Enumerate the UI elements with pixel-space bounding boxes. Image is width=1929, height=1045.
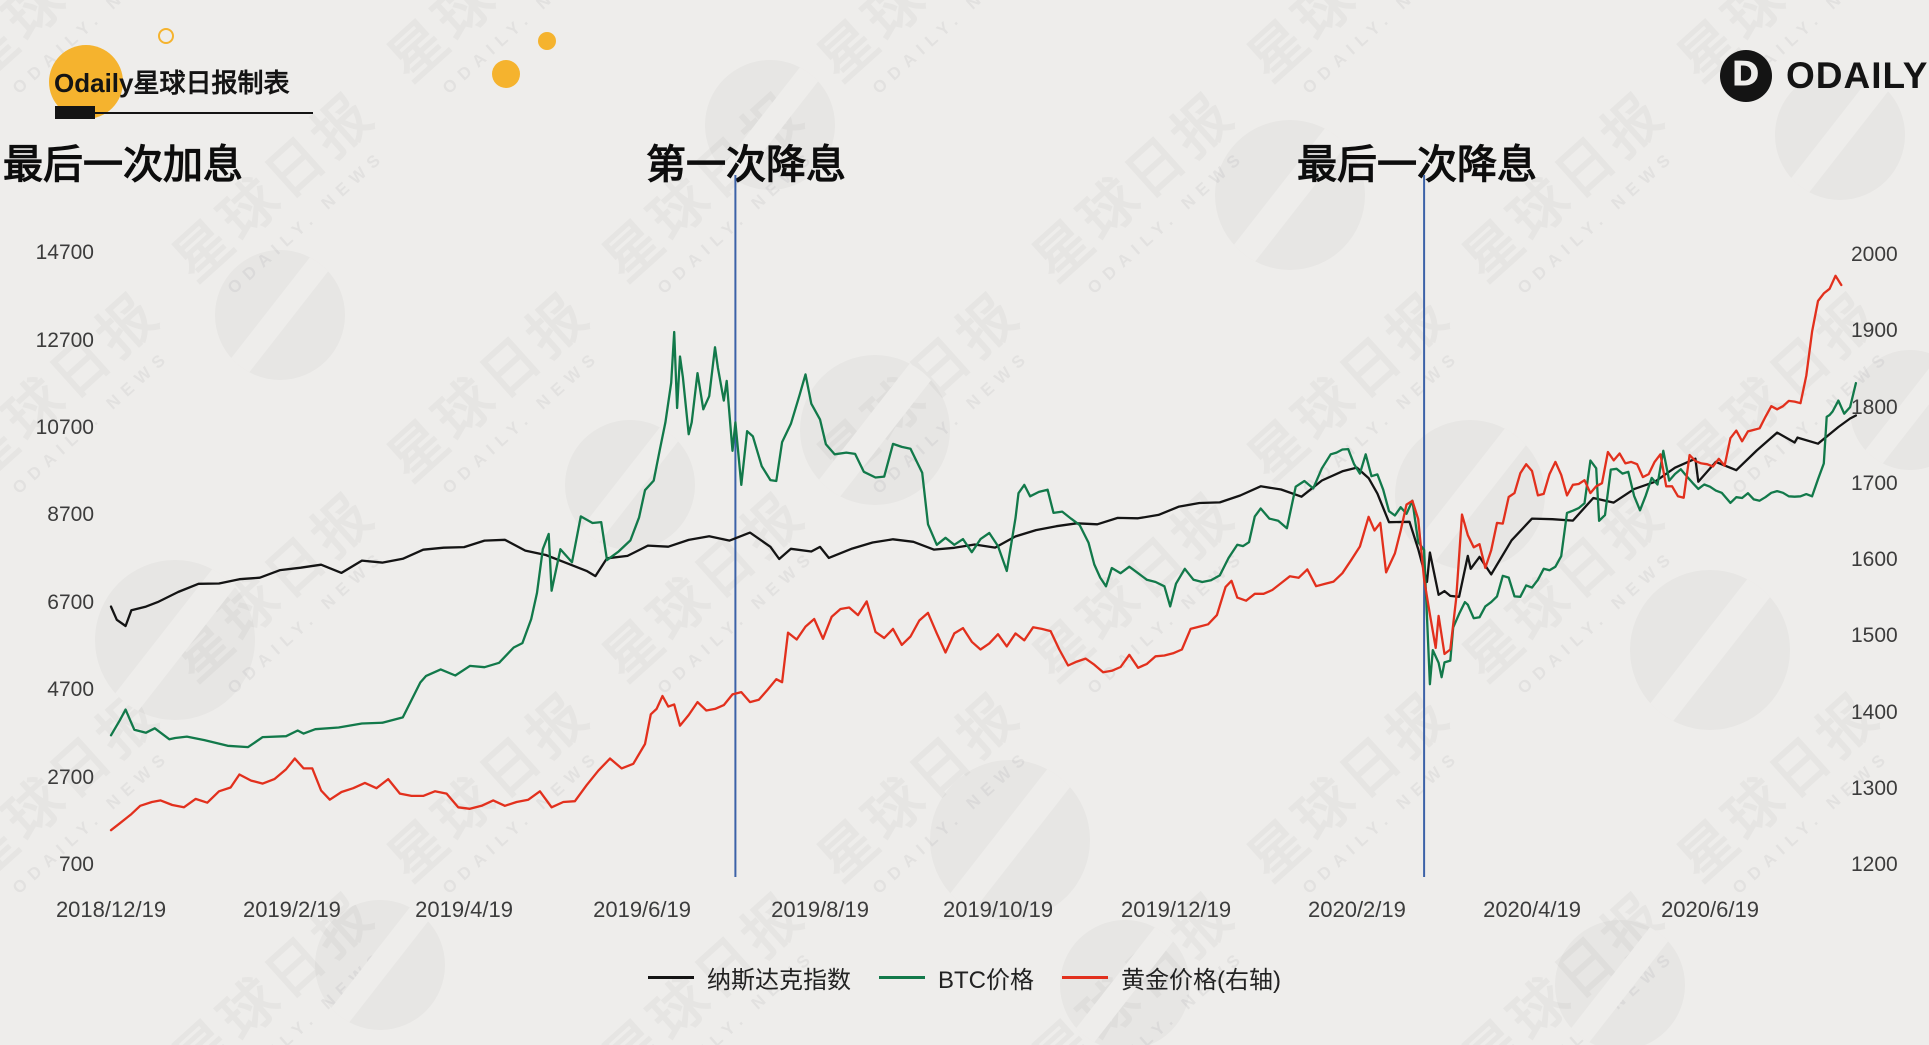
series-line-1 xyxy=(109,330,1858,749)
series-line-0 xyxy=(109,414,1858,628)
y-left-tick-700: 700 xyxy=(58,853,94,876)
legend-swatch-1 xyxy=(879,976,925,979)
accent-dot xyxy=(492,60,520,88)
legend-item-0: 纳斯达克指数 xyxy=(648,960,851,995)
legend: 纳斯达克指数 BTC价格 黄金价格(右轴) xyxy=(0,960,1929,995)
x-tick-2018/12/19: 2018/12/19 xyxy=(55,897,167,922)
x-tick-2019/6/19: 2019/6/19 xyxy=(593,897,691,922)
y-right-tick-1600: 1600 xyxy=(1851,548,1898,571)
x-tick-2020/6/19: 2020/6/19 xyxy=(1661,897,1759,922)
y-left-tick-8700: 8700 xyxy=(47,503,94,527)
title-underline-bar xyxy=(55,106,95,119)
legend-swatch-2 xyxy=(1062,976,1108,979)
odaily-logo-icon: D xyxy=(1720,50,1772,102)
legend-label-0: 纳斯达克指数 xyxy=(707,967,851,994)
y-right-tick-2000: 2000 xyxy=(1851,243,1898,266)
y-right-tick-1500: 1500 xyxy=(1851,624,1898,648)
page-title: Odaily星球日报制表 xyxy=(54,68,290,98)
accent-dot xyxy=(538,32,556,50)
y-right-tick-1700: 1700 xyxy=(1851,471,1898,495)
x-tick-2019/8/19: 2019/8/19 xyxy=(771,897,869,922)
y-right-tick-1900: 1900 xyxy=(1851,319,1898,343)
x-tick-2020/4/19: 2020/4/19 xyxy=(1483,897,1581,922)
annotation-first-rate-cut: 第一次降息 xyxy=(646,143,846,187)
annotation-last-rate-hike: 最后一次加息 xyxy=(3,143,243,187)
accent-ring xyxy=(158,28,174,44)
odaily-logo-glyph: D xyxy=(1731,54,1760,95)
y-left-tick-14700: 14700 xyxy=(35,241,94,265)
series-line-2 xyxy=(109,274,1843,832)
annotation-last-rate-cut: 最后一次降息 xyxy=(1297,143,1537,187)
y-right-tick-1300: 1300 xyxy=(1851,776,1898,800)
x-tick-2019/2/19: 2019/2/19 xyxy=(242,897,341,922)
legend-label-2: 黄金价格(右轴) xyxy=(1121,967,1281,994)
legend-item-1: BTC价格 xyxy=(879,960,1034,995)
y-right-tick-1800: 1800 xyxy=(1851,395,1898,419)
y-left-tick-6700: 6700 xyxy=(47,590,94,614)
y-left-tick-4700: 4700 xyxy=(47,678,94,702)
x-tick-2019/12/19: 2019/12/19 xyxy=(1120,897,1232,922)
y-right-tick-1200: 1200 xyxy=(1851,853,1898,876)
title-underline xyxy=(95,112,313,114)
y-right-tick-1400: 1400 xyxy=(1851,700,1898,724)
x-tick-2019/10/19: 2019/10/19 xyxy=(942,897,1054,922)
odaily-logo-text: ODAILY xyxy=(1786,55,1929,96)
legend-label-1: BTC价格 xyxy=(938,967,1034,994)
y-left-tick-10700: 10700 xyxy=(35,416,94,439)
odaily-logo: D ODAILY xyxy=(1720,50,1928,102)
y-left-tick-12700: 12700 xyxy=(35,328,94,352)
x-tick-2020/2/19: 2020/2/19 xyxy=(1308,897,1406,922)
x-tick-2019/4/19: 2019/4/19 xyxy=(415,897,513,922)
legend-swatch-0 xyxy=(648,976,694,979)
legend-item-2: 黄金价格(右轴) xyxy=(1062,960,1281,995)
y-left-tick-2700: 2700 xyxy=(47,765,94,789)
